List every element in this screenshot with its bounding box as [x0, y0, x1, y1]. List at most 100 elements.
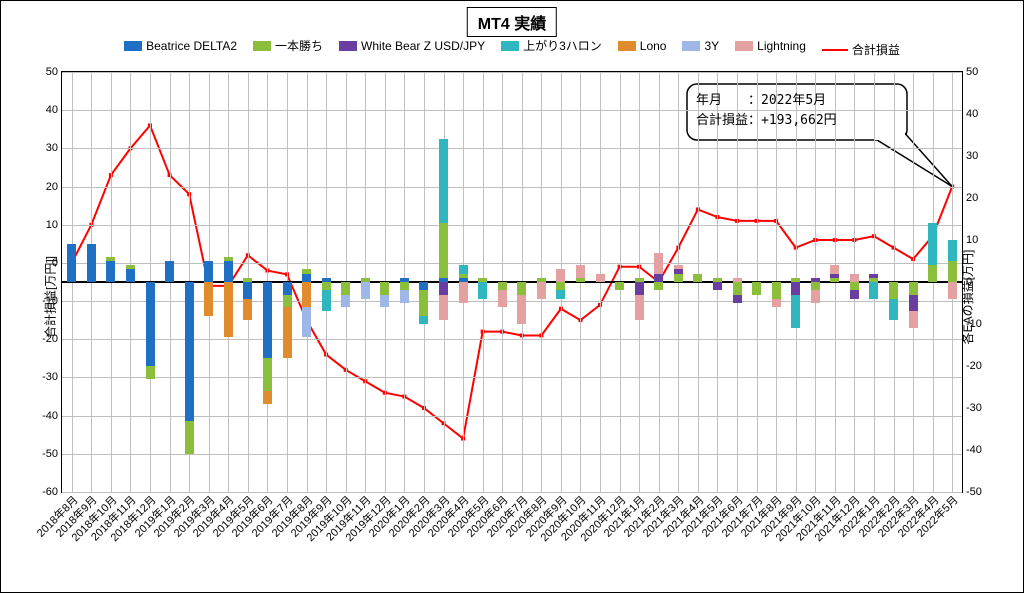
callout-value-total: +193,662円 — [761, 113, 837, 128]
plot-area: -60-50-40-30-20-1001020304050-50-40-30-2… — [61, 71, 963, 493]
chart-title: MT4 実績 — [467, 7, 557, 37]
bar-Lightning — [654, 253, 663, 274]
y-tick-right: 10 — [966, 234, 978, 246]
bar-一本勝ち — [380, 282, 389, 295]
y-tick-right: -30 — [966, 402, 982, 414]
bar-Lono — [224, 282, 233, 337]
bar-一本勝ち — [733, 282, 742, 295]
bar-White Bear Z USD/JPY — [850, 290, 859, 298]
bar-Lightning — [459, 282, 468, 303]
legend-swatch — [339, 41, 357, 51]
legend-item: 3Y — [682, 39, 719, 53]
gridline-h — [62, 148, 962, 149]
bar-Beatrice DELTA2 — [165, 261, 174, 282]
y-tick-left: 20 — [46, 181, 58, 193]
bar-一本勝ち — [322, 282, 331, 290]
bar-White Bear Z USD/JPY — [909, 295, 918, 312]
bar-3Y — [361, 282, 370, 299]
bar-一本勝ち — [419, 290, 428, 315]
gridline-h — [62, 225, 962, 226]
y-tick-left: 10 — [46, 219, 58, 231]
bar-White Bear Z USD/JPY — [811, 278, 820, 282]
bar-Beatrice DELTA2 — [126, 269, 135, 282]
bar-3Y — [400, 290, 409, 303]
bar-上がり3ハロン — [419, 316, 428, 324]
bar-Lightning — [537, 282, 546, 299]
y-tick-left: -60 — [42, 486, 58, 498]
bar-Lightning — [811, 290, 820, 303]
legend-swatch — [618, 41, 636, 51]
legend-swatch — [735, 41, 753, 51]
bar-Beatrice DELTA2 — [283, 282, 292, 295]
y-tick-left: -20 — [42, 333, 58, 345]
gridline-h — [62, 263, 962, 264]
bar-Lightning — [498, 290, 507, 307]
legend-item: Lono — [618, 39, 667, 53]
bar-一本勝ち — [185, 421, 194, 455]
bar-一本勝ち — [909, 282, 918, 295]
bar-一本勝ち — [106, 257, 115, 261]
bar-上がり3ハロン — [322, 290, 331, 311]
bar-一本勝ち — [341, 282, 350, 295]
legend-item: 一本勝ち — [253, 37, 323, 54]
legend-line-swatch — [822, 49, 848, 51]
y-tick-right: 40 — [966, 108, 978, 120]
y-tick-left: -40 — [42, 410, 58, 422]
bar-一本勝ち — [302, 269, 311, 273]
bar-Lightning — [733, 278, 742, 282]
bar-一本勝ち — [674, 274, 683, 282]
bar-上がり3ハロン — [889, 299, 898, 320]
bar-上がり3ハロン — [478, 282, 487, 299]
bar-一本勝ち — [948, 261, 957, 282]
bar-上がり3ハロン — [928, 223, 937, 265]
bar-White Bear Z USD/JPY — [733, 295, 742, 303]
bar-Lightning — [576, 265, 585, 278]
legend: Beatrice DELTA2一本勝ちWhite Bear Z USD/JPY上… — [1, 37, 1023, 58]
bar-一本勝ち — [400, 282, 409, 290]
legend-label: Lightning — [757, 39, 806, 53]
gridline-h — [62, 72, 962, 73]
legend-label: White Bear Z USD/JPY — [361, 39, 485, 53]
bar-Beatrice DELTA2 — [204, 261, 213, 282]
legend-swatch — [253, 41, 271, 51]
bar-上がり3ハロン — [556, 290, 565, 298]
legend-swatch — [501, 41, 519, 51]
bar-一本勝ち — [146, 366, 155, 379]
bar-一本勝ち — [556, 282, 565, 290]
bar-一本勝ち — [889, 282, 898, 299]
y-tick-right: -20 — [966, 360, 982, 372]
bar-Beatrice DELTA2 — [146, 282, 155, 366]
legend-label: 一本勝ち — [275, 37, 323, 54]
bar-Beatrice DELTA2 — [185, 282, 194, 421]
bar-一本勝ち — [243, 278, 252, 282]
bar-Beatrice DELTA2 — [243, 282, 252, 299]
chart-container: MT4 実績 Beatrice DELTA2一本勝ちWhite Bear Z U… — [0, 0, 1024, 593]
bar-Lightning — [948, 282, 957, 299]
bar-Lightning — [517, 295, 526, 324]
legend-label: 上がり3ハロン — [523, 37, 602, 54]
bar-White Bear Z USD/JPY — [713, 282, 722, 290]
bar-Beatrice DELTA2 — [224, 261, 233, 282]
y-tick-left: 40 — [46, 104, 58, 116]
legend-swatch — [682, 41, 700, 51]
y-tick-right: 0 — [966, 276, 972, 288]
y-tick-left: -50 — [42, 448, 58, 460]
bar-White Bear Z USD/JPY — [869, 274, 878, 278]
callout-text: 年月 ：2022年5月合計損益：+193,662円 — [696, 91, 837, 130]
bar-上がり3ハロン — [869, 282, 878, 299]
bar-一本勝ち — [283, 295, 292, 308]
gridline-h — [62, 187, 962, 188]
bar-Lightning — [674, 265, 683, 269]
bar-White Bear Z USD/JPY — [654, 274, 663, 282]
bar-上がり3ハロン — [459, 265, 468, 273]
bar-一本勝ち — [439, 223, 448, 278]
bar-一本勝ち — [654, 282, 663, 290]
bar-Lightning — [635, 295, 644, 320]
legend-label: 3Y — [704, 39, 719, 53]
callout-label-date: 年月 — [696, 93, 722, 108]
bar-一本勝ち — [811, 282, 820, 290]
bar-3Y — [302, 307, 311, 336]
y-tick-left: 30 — [46, 142, 58, 154]
legend-item: 上がり3ハロン — [501, 37, 602, 54]
callout-value-date: 2022年5月 — [761, 93, 826, 108]
